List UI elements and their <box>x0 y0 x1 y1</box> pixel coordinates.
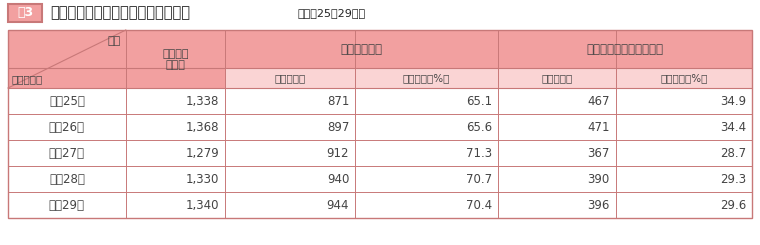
Bar <box>8 4 42 22</box>
Text: 1,340: 1,340 <box>185 198 219 211</box>
Text: 件数（件）: 件数（件） <box>274 73 306 83</box>
Bar <box>8 30 752 218</box>
Text: 提出件数: 提出件数 <box>162 49 188 59</box>
Text: 28.7: 28.7 <box>720 147 746 159</box>
Text: 34.4: 34.4 <box>720 121 746 134</box>
Text: 871: 871 <box>327 95 349 108</box>
Text: 65.1: 65.1 <box>466 95 492 108</box>
Text: 70.4: 70.4 <box>466 198 492 211</box>
Text: 29.6: 29.6 <box>720 198 746 211</box>
Text: 1,330: 1,330 <box>185 172 219 185</box>
Bar <box>8 68 225 88</box>
Text: 平成29年: 平成29年 <box>49 198 85 211</box>
Text: 年（暦年）: 年（暦年） <box>11 74 43 84</box>
Text: 区分: 区分 <box>108 36 121 46</box>
Text: 平成25年: 平成25年 <box>49 95 85 108</box>
Text: 944: 944 <box>327 198 349 211</box>
Bar <box>8 88 752 218</box>
Text: 1,368: 1,368 <box>185 121 219 134</box>
Text: 構成割合（%）: 構成割合（%） <box>403 73 450 83</box>
Text: 471: 471 <box>587 121 610 134</box>
Text: 平成28年: 平成28年 <box>49 172 85 185</box>
Text: 390: 390 <box>587 172 610 185</box>
Text: 940: 940 <box>327 172 349 185</box>
Text: 29.3: 29.3 <box>720 172 746 185</box>
Text: 構成割合（%）: 構成割合（%） <box>660 73 708 83</box>
Text: 897: 897 <box>327 121 349 134</box>
Text: 1,338: 1,338 <box>185 95 219 108</box>
Text: 65.6: 65.6 <box>466 121 492 134</box>
Text: 平成26年: 平成26年 <box>49 121 85 134</box>
Text: 912: 912 <box>327 147 349 159</box>
Bar <box>225 68 498 88</box>
Text: 給与所得以外の所得あり: 給与所得以外の所得あり <box>587 42 663 56</box>
Text: 所得等報告書の提出件数とその内訳: 所得等報告書の提出件数とその内訳 <box>50 5 190 21</box>
Text: 34.9: 34.9 <box>720 95 746 108</box>
Text: 367: 367 <box>587 147 610 159</box>
Bar <box>8 30 752 68</box>
Text: 71.3: 71.3 <box>466 147 492 159</box>
Text: 給与所得のみ: 給与所得のみ <box>340 42 382 56</box>
Text: （平成25～29年）: （平成25～29年） <box>298 8 366 18</box>
Text: 1,279: 1,279 <box>185 147 219 159</box>
Text: 467: 467 <box>587 95 610 108</box>
Bar <box>498 68 752 88</box>
Text: 70.7: 70.7 <box>466 172 492 185</box>
Text: 平成27年: 平成27年 <box>49 147 85 159</box>
Text: 396: 396 <box>587 198 610 211</box>
Text: 件数（件）: 件数（件） <box>541 73 572 83</box>
Text: （件）: （件） <box>166 60 185 70</box>
Text: 表3: 表3 <box>17 7 33 20</box>
